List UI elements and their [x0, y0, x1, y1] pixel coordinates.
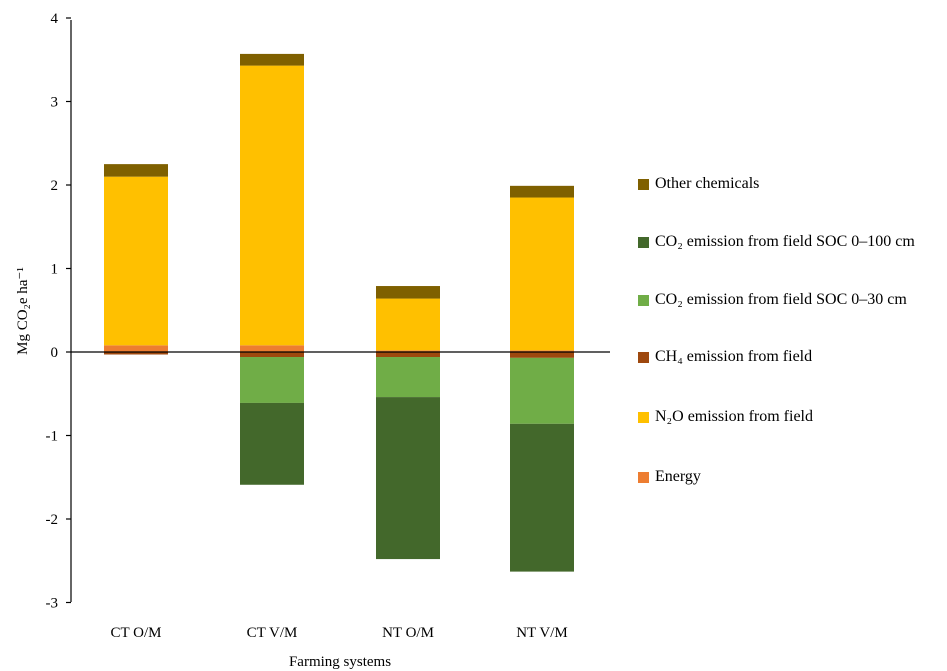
- bar-segment: [376, 298, 440, 351]
- bar-segment: [510, 350, 574, 352]
- bar-segment: [510, 423, 574, 572]
- plot-area: [104, 53, 574, 572]
- bar-segment: [376, 397, 440, 560]
- bar-segment: [240, 352, 304, 358]
- y-axis: 4 3 2 1 0 -1 -2 -3: [46, 11, 72, 612]
- legend-item: CO₂ emission from field SOC 0–100 cm: [638, 232, 935, 252]
- x-category-label: CT V/M: [247, 625, 298, 641]
- x-axis-title: Farming systems: [289, 654, 391, 670]
- legend-label: Other chemicals: [655, 175, 760, 192]
- legend-item: CH₄ emission from field: [638, 347, 935, 367]
- bar-segment: [510, 197, 574, 351]
- x-category-label: NT O/M: [382, 625, 434, 641]
- x-axis-labels: CT O/M CT V/M NT O/M NT V/M: [111, 625, 568, 641]
- y-axis-title: Mg CO₂e ha⁻¹: [15, 267, 31, 355]
- y-tick-label: -2: [46, 512, 59, 528]
- y-tick-label: 2: [51, 178, 59, 194]
- bar-segment: [240, 402, 304, 485]
- legend-swatch: [638, 412, 649, 423]
- bar-segment: [376, 352, 440, 358]
- y-tick-label: 1: [51, 262, 59, 278]
- bar-segment: [240, 357, 304, 403]
- legend-swatch: [638, 472, 649, 483]
- bar-segment: [510, 352, 574, 358]
- legend-swatch: [638, 237, 649, 248]
- y-tick-label: 4: [51, 11, 59, 27]
- bar-segment: [240, 53, 304, 66]
- legend-item: Other chemicals: [638, 174, 935, 194]
- legend-item: Energy: [638, 467, 935, 487]
- x-category-label: CT O/M: [111, 625, 162, 641]
- legend-label: CH₄ emission from field: [655, 348, 813, 365]
- bar-segment: [104, 176, 168, 346]
- legend-label: N₂O emission from field: [655, 408, 813, 425]
- y-tick-label: 3: [51, 95, 59, 111]
- bar-segment: [104, 352, 168, 355]
- bar-segment: [376, 286, 440, 299]
- legend-label: Energy: [655, 468, 701, 485]
- y-tick-label: -3: [46, 596, 59, 612]
- bar-segment: [240, 65, 304, 346]
- bar-segment: [376, 357, 440, 398]
- legend-swatch: [638, 295, 649, 306]
- legend-label: CO₂ emission from field SOC 0–30 cm: [655, 291, 907, 308]
- y-tick-label: 0: [51, 345, 59, 361]
- bar-segment: [104, 164, 168, 177]
- legend-item: N₂O emission from field: [638, 407, 935, 427]
- y-tick-label: -1: [46, 429, 59, 445]
- bar-segment: [510, 185, 574, 198]
- x-category-label: NT V/M: [516, 625, 568, 641]
- bar-segment: [104, 345, 168, 352]
- legend-item: CO₂ emission from field SOC 0–30 cm: [638, 290, 935, 310]
- legend-swatch: [638, 352, 649, 363]
- legend-label: CO₂ emission from field SOC 0–100 cm: [655, 233, 915, 250]
- bar-segment: [510, 357, 574, 424]
- bar-segment: [376, 350, 440, 352]
- bar-segment: [240, 345, 304, 352]
- legend-swatch: [638, 179, 649, 190]
